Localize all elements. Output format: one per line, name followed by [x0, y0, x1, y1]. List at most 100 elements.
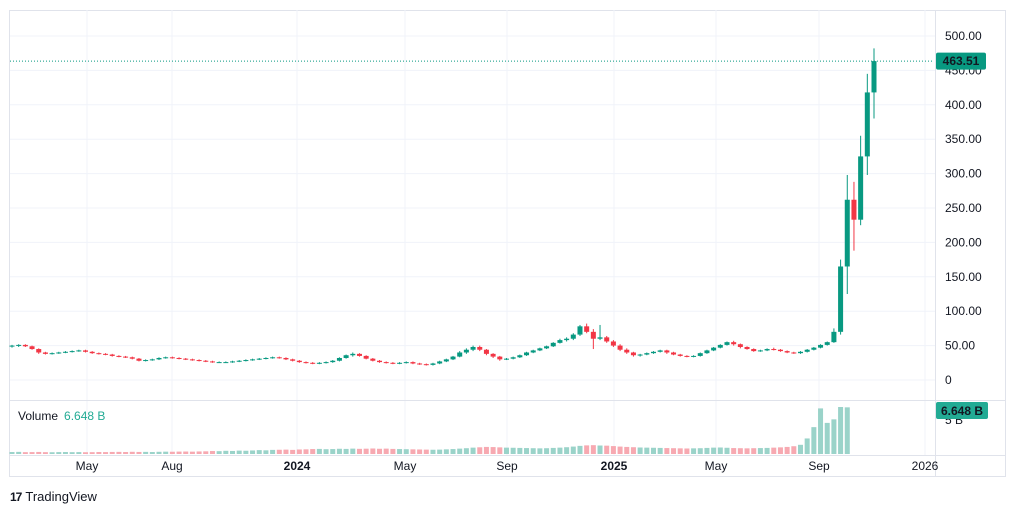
candle-body	[270, 357, 276, 359]
candle-body	[664, 350, 670, 353]
volume-bar	[570, 446, 576, 454]
time-tick-label: Sep	[808, 459, 830, 473]
candle-body	[717, 344, 723, 348]
volume-bar	[390, 448, 396, 454]
volume-bar	[323, 449, 329, 454]
tradingview-wordmark: TradingView	[25, 489, 97, 504]
volume-bar	[156, 451, 162, 454]
volume-bar	[103, 452, 109, 454]
volume-bar	[22, 452, 28, 454]
candle-body	[350, 353, 356, 356]
candle-body	[69, 351, 75, 353]
volume-bar	[544, 448, 550, 454]
candle-body	[9, 345, 15, 347]
volume-bar	[397, 449, 403, 454]
volume-bar	[624, 446, 630, 454]
candle-body	[56, 352, 62, 354]
volume-bar	[777, 447, 783, 454]
candle-body	[557, 340, 563, 343]
candle-body	[189, 359, 195, 361]
candle-body	[691, 355, 697, 357]
volume-bar	[644, 447, 650, 454]
candle-body	[537, 348, 543, 351]
candle-body	[510, 357, 516, 359]
price-tick-label: 300.00	[945, 167, 982, 181]
candle-body	[711, 347, 717, 351]
candle-body	[423, 364, 429, 366]
volume-bar	[784, 446, 790, 454]
volume-bar	[838, 407, 844, 454]
volume-bar	[490, 447, 496, 454]
volume-bar	[109, 451, 115, 454]
price-tick-label: 150.00	[945, 270, 982, 284]
candle-body	[323, 362, 329, 364]
volume-bar	[163, 451, 169, 454]
price-tick-label: 250.00	[945, 201, 982, 215]
candle-body	[483, 349, 489, 354]
candle-body	[624, 349, 630, 353]
candle-body	[36, 349, 42, 353]
volume-bar	[16, 451, 22, 454]
candle-body	[109, 354, 115, 356]
candle-body	[82, 350, 89, 352]
candle-body	[250, 359, 256, 361]
candle-body	[363, 355, 369, 359]
candle-body	[570, 334, 576, 339]
candle-body	[824, 342, 830, 345]
candle-body	[497, 356, 503, 360]
price-axis[interactable]: 500.00450.00400.00350.00300.00250.00200.…	[945, 29, 982, 387]
volume-bar	[437, 449, 443, 454]
volume-bar	[604, 445, 610, 454]
candle-body	[49, 353, 55, 355]
candle-body	[390, 362, 396, 364]
tradingview-logo[interactable]: 17 TradingView	[10, 489, 97, 504]
volume-bar	[216, 451, 222, 454]
volume-bar	[497, 447, 503, 454]
candle-body	[230, 361, 236, 363]
candle-body	[169, 357, 175, 359]
volume-bar	[383, 448, 389, 454]
volume-bar	[263, 450, 269, 454]
candle-body	[42, 352, 48, 354]
time-axis[interactable]: May Aug 2024 May Sep 2025 May Sep 2026	[76, 459, 939, 473]
candle-body	[450, 356, 456, 360]
candle-body	[383, 362, 389, 364]
candle-body	[544, 346, 550, 349]
volume-bar	[637, 447, 643, 454]
candle-body	[437, 361, 443, 364]
candle-body	[330, 360, 336, 363]
volume-bar	[330, 449, 336, 454]
candle-body	[356, 353, 362, 356]
candle-body	[89, 351, 95, 354]
volume-bar	[537, 448, 543, 454]
candle-body	[397, 362, 403, 364]
volume-bar	[818, 408, 824, 454]
volume-bar	[350, 448, 356, 454]
candle-body	[16, 344, 22, 346]
volume-bar	[256, 450, 262, 454]
volume-bar	[584, 445, 590, 454]
candle-body	[604, 337, 610, 342]
candle-body	[243, 360, 249, 362]
candle-body	[403, 362, 409, 364]
volume-bar	[377, 448, 383, 454]
volume-bar	[250, 450, 256, 454]
candle-body	[524, 352, 530, 356]
volume-bar	[209, 451, 215, 454]
candle-body	[610, 341, 616, 346]
candle-body	[236, 360, 242, 362]
time-tick-label: May	[394, 459, 417, 473]
volume-bar	[737, 448, 743, 454]
candle-body	[276, 357, 282, 359]
volume-bar	[236, 450, 242, 454]
candle-body	[650, 351, 656, 354]
volume-bar	[343, 448, 349, 454]
volume-bar	[243, 450, 249, 454]
last-price-badge: 463.51	[936, 52, 986, 70]
last-price-value: 463.51	[943, 54, 980, 68]
candle-body	[630, 352, 636, 356]
candle-body	[29, 346, 35, 350]
volume-bar	[270, 449, 276, 454]
price-tick-label: 500.00	[945, 29, 982, 43]
